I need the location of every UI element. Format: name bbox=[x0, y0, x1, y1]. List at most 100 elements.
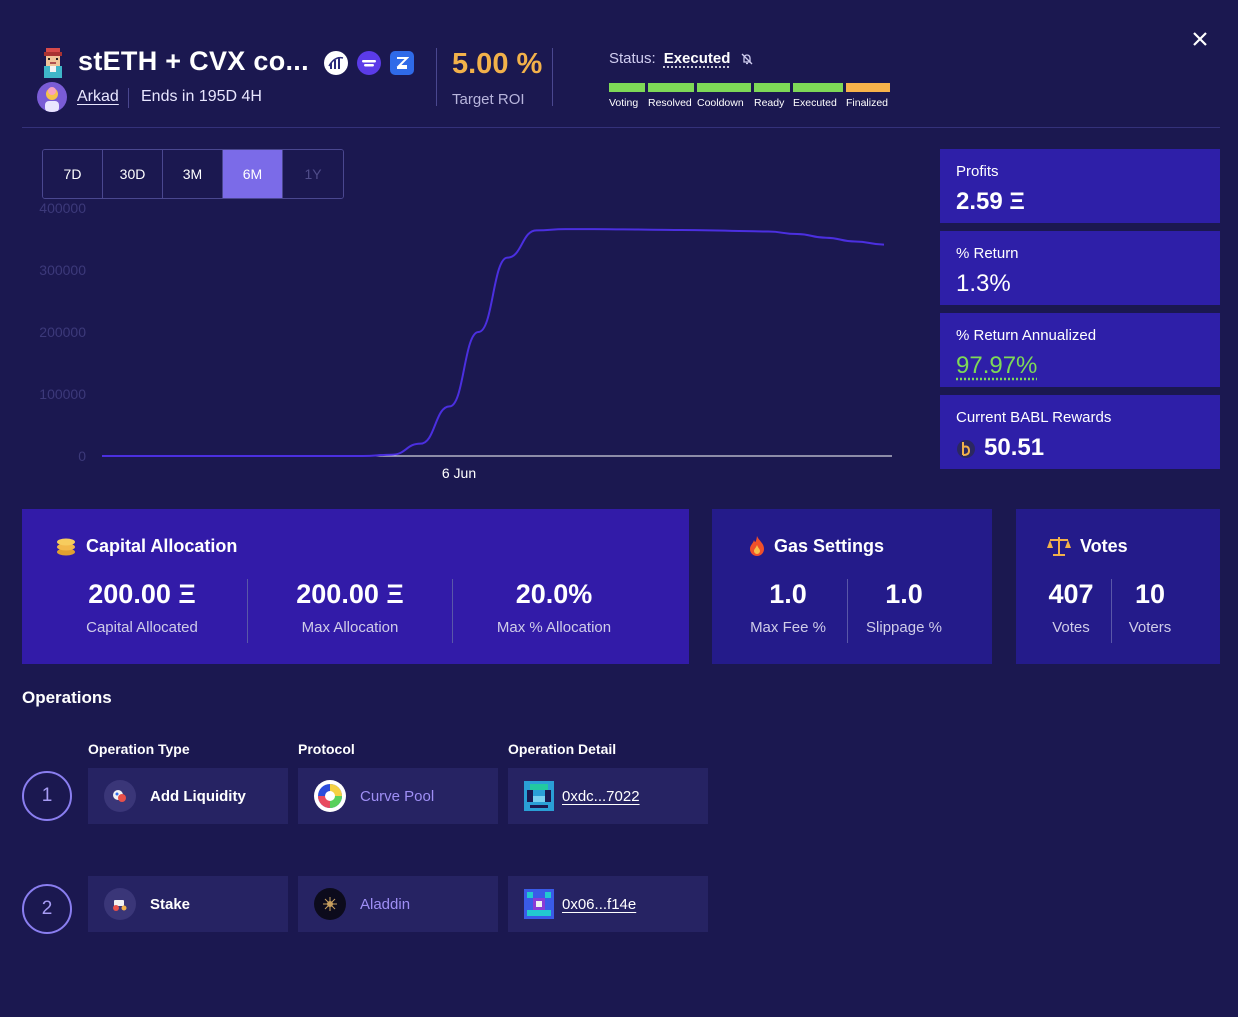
panel-title-text: Capital Allocation bbox=[86, 535, 238, 556]
gas-settings-title: Gas Settings bbox=[748, 535, 884, 557]
stage-bar bbox=[609, 83, 645, 92]
stage-bar bbox=[793, 83, 843, 92]
protocol-cell[interactable]: Aladdin bbox=[298, 876, 498, 932]
range-tab-6m[interactable]: 6M bbox=[223, 150, 283, 198]
votes-count-metric: 407 Votes bbox=[1036, 579, 1106, 636]
y-tick-label: 300000 bbox=[39, 262, 86, 278]
range-tab-3m[interactable]: 3M bbox=[163, 150, 223, 198]
series-line bbox=[101, 228, 885, 457]
stake-icon bbox=[104, 888, 136, 920]
stat-label: Current BABL Rewards bbox=[956, 409, 1112, 426]
metric-divider bbox=[847, 579, 848, 643]
metric-number: 200.00 Ξ bbox=[88, 579, 196, 609]
babl-token-icon bbox=[957, 440, 975, 458]
metric-number: 20.0% bbox=[515, 579, 593, 609]
capital-allocated-metric: 200.00 Ξ Capital Allocated bbox=[42, 579, 242, 636]
range-tab-1y[interactable]: 1Y bbox=[283, 150, 343, 198]
strategy-avatar-icon bbox=[44, 48, 62, 78]
stage-label: Ready bbox=[754, 97, 785, 109]
coins-icon bbox=[57, 538, 75, 556]
ends-in-text: Ends in 195D 4H bbox=[141, 88, 262, 105]
slippage-metric: 1.0 Slippage % bbox=[850, 579, 958, 636]
max-allocation-metric: 200.00 Ξ Max Allocation bbox=[250, 579, 450, 636]
header-divider bbox=[128, 88, 129, 108]
stage-label: Cooldown bbox=[697, 97, 744, 109]
range-tab-30d[interactable]: 30D bbox=[103, 150, 163, 198]
panel-title-text: Gas Settings bbox=[774, 535, 885, 556]
status-stage: Cooldown bbox=[697, 83, 751, 109]
operation-address-link[interactable]: 0x06...f14e bbox=[562, 895, 637, 913]
status-stage: Voting bbox=[609, 83, 645, 109]
metric-caption: Voters bbox=[1128, 619, 1172, 636]
status-stages: Voting Resolved Cooldown Ready Executed Final… bbox=[609, 83, 890, 109]
scales-icon bbox=[1047, 537, 1071, 556]
header-divider bbox=[552, 48, 553, 106]
metric-number: 1.0 bbox=[769, 579, 807, 609]
operation-type-cell: Add Liquidity bbox=[88, 768, 288, 824]
stage-bar bbox=[648, 83, 694, 92]
max-pct-allocation-metric: 20.0% Max % Allocation bbox=[454, 579, 654, 636]
voters-count-metric: 10 Voters bbox=[1116, 579, 1184, 636]
range-tab-7d[interactable]: 7D bbox=[43, 150, 103, 198]
stage-bar bbox=[846, 83, 890, 92]
curve-logo-icon bbox=[314, 780, 346, 812]
metric-number: 200.00 Ξ bbox=[296, 579, 404, 609]
metric-number: 1.0 bbox=[885, 579, 923, 609]
protocol-name: Curve Pool bbox=[360, 787, 435, 805]
metric-caption: Max % Allocation bbox=[496, 619, 612, 636]
y-tick-label: 0 bbox=[78, 448, 86, 464]
votes-panel: Votes 407 Votes 10 Voters bbox=[1016, 509, 1220, 664]
operation-detail-header: Operation Detail bbox=[508, 741, 617, 757]
protocol-name: Aladdin bbox=[360, 895, 411, 913]
status-stage: Finalized bbox=[846, 83, 890, 109]
capital-allocation-title: Capital Allocation bbox=[54, 535, 237, 557]
metric-caption: Votes bbox=[1052, 619, 1090, 636]
range-tabs: 7D 30D 3M 6M 1Y bbox=[42, 149, 344, 199]
status-stage: Executed bbox=[793, 83, 843, 109]
stat-value[interactable]: 97.97% bbox=[956, 352, 1038, 379]
target-roi-value: 5.00 % bbox=[452, 48, 543, 80]
creator-avatar[interactable] bbox=[37, 82, 67, 112]
curve-chart-icon[interactable] bbox=[324, 51, 348, 75]
stage-bar bbox=[697, 83, 751, 92]
stat-value: 1.3% bbox=[956, 270, 1011, 297]
stage-label: Resolved bbox=[648, 97, 692, 109]
y-tick-label: 100000 bbox=[39, 386, 86, 402]
return-card: % Return 1.3% bbox=[940, 231, 1220, 305]
metric-caption: Capital Allocated bbox=[86, 619, 198, 636]
y-tick-label: 400000 bbox=[39, 200, 86, 216]
add-liquidity-icon bbox=[104, 780, 136, 812]
protocol-header: Protocol bbox=[298, 741, 355, 757]
metric-divider bbox=[1111, 579, 1112, 643]
zapper-icon[interactable] bbox=[390, 51, 414, 75]
votes-title: Votes bbox=[1046, 535, 1128, 557]
address-identicon-icon bbox=[524, 889, 554, 919]
close-icon[interactable] bbox=[1189, 28, 1211, 50]
protocol-cell[interactable]: Curve Pool bbox=[298, 768, 498, 824]
capital-allocation-panel: Capital Allocation 200.00 Ξ Capital Allo… bbox=[22, 509, 689, 664]
operation-detail-cell: 0x06...f14e bbox=[508, 876, 708, 932]
status-stage: Resolved bbox=[648, 83, 694, 109]
stage-label: Finalized bbox=[846, 97, 889, 109]
creator-name-link[interactable]: Arkad bbox=[77, 88, 119, 105]
stat-value-row: 50.51 bbox=[956, 434, 1204, 462]
operation-type-text: Add Liquidity bbox=[150, 787, 246, 805]
aladdin-icon[interactable] bbox=[357, 51, 381, 75]
gas-settings-panel: Gas Settings 1.0 Max Fee % 1.0 Slippage … bbox=[712, 509, 992, 664]
operation-type-cell: Stake bbox=[88, 876, 288, 932]
stage-label: Voting bbox=[609, 97, 639, 109]
operation-address-link[interactable]: 0xdc...7022 bbox=[562, 787, 640, 805]
operations-title: Operations bbox=[22, 688, 112, 707]
metric-divider bbox=[452, 579, 453, 643]
status-stage: Ready bbox=[754, 83, 790, 109]
max-fee-metric: 1.0 Max Fee % bbox=[738, 579, 838, 636]
strategy-header: stETH + CVX co... Arkad Ends in 195D 4H … bbox=[22, 32, 1220, 128]
bell-off-icon[interactable] bbox=[740, 52, 754, 66]
step-number-circle: 1 bbox=[22, 771, 72, 821]
status-value[interactable]: Executed bbox=[663, 50, 731, 67]
babl-rewards-value: 50.51 bbox=[984, 434, 1045, 461]
metric-caption: Slippage % bbox=[866, 619, 942, 636]
metric-number: 407 bbox=[1048, 579, 1094, 609]
performance-chart: 400000 300000 200000 100000 0 6 Jun bbox=[39, 200, 892, 481]
